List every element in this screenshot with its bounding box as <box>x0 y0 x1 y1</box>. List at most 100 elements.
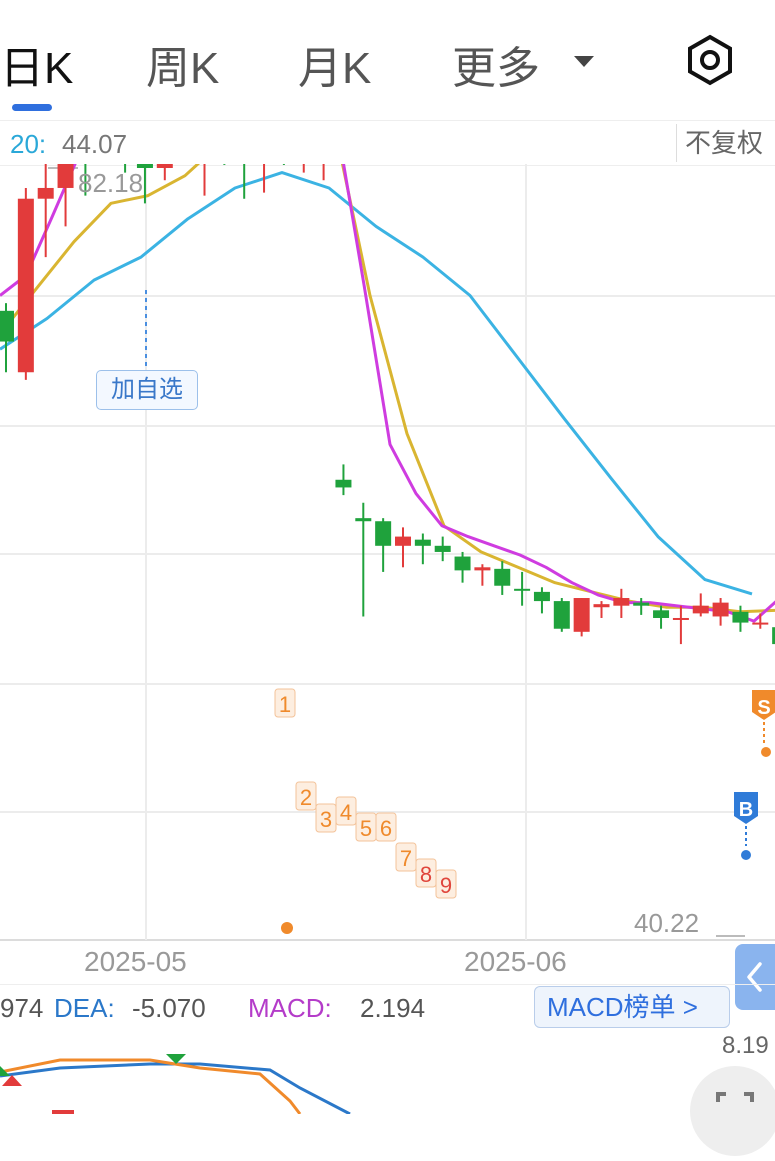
candle <box>282 164 285 165</box>
candle <box>263 164 266 193</box>
dea-value: -5.070 <box>132 993 206 1023</box>
kline-chart[interactable]: 1 23 45 678 9 S B <box>0 164 775 944</box>
macd-chart <box>0 1054 351 1114</box>
candle-body <box>414 539 431 546</box>
candle <box>732 605 749 632</box>
candle <box>514 571 531 606</box>
x-tick-label: 2025-06 <box>464 946 567 977</box>
svg-text:B: B <box>739 799 753 821</box>
candle <box>136 164 153 204</box>
candle-body <box>633 602 650 606</box>
candle-body <box>653 610 670 618</box>
tab-daily-k[interactable]: 日K <box>0 44 74 93</box>
signal-markers: 1 23 45 678 9 S B <box>274 688 775 934</box>
low-price-label: 40.22 <box>634 908 700 938</box>
svg-text:3: 3 <box>320 807 332 832</box>
candle <box>414 533 431 565</box>
candle-body <box>434 545 451 552</box>
candle <box>752 613 769 629</box>
td-count-label: 8 <box>415 858 437 888</box>
macd-cross-marker-down <box>166 1054 186 1064</box>
td-count-label: 6 <box>375 812 397 842</box>
expand-icon <box>716 1092 754 1102</box>
candle <box>593 601 610 618</box>
dea-label: DEA: <box>54 993 115 1023</box>
fullscreen-button[interactable] <box>690 1066 775 1156</box>
candle-body <box>395 536 411 546</box>
collapse-panel-button[interactable] <box>735 944 775 1010</box>
candle <box>633 598 650 615</box>
candle <box>203 164 206 196</box>
candle-body <box>672 617 689 620</box>
chevron-left-icon <box>747 962 762 992</box>
td-count-label: 9 <box>435 869 457 899</box>
candle <box>395 527 411 568</box>
settings-icon[interactable] <box>684 34 736 86</box>
candle <box>653 605 670 629</box>
td-count-label: 2 <box>295 781 317 811</box>
td-count-label: 1 <box>274 688 296 718</box>
candle <box>0 303 14 373</box>
tab-weekly-k[interactable]: 周K <box>146 44 220 93</box>
macd-axis-top-value: 8.19 <box>722 1032 769 1059</box>
chevron-down-icon[interactable] <box>574 56 594 67</box>
candle-body <box>136 164 153 168</box>
candle-body <box>752 622 769 625</box>
macd-cross-marker-down <box>0 1066 10 1076</box>
macd-info-row: 974 DEA: -5.070 MACD: 2.194 <box>0 984 775 1031</box>
candle <box>243 164 246 199</box>
macd-value: 2.194 <box>360 993 426 1023</box>
sell-signal-marker: S <box>752 690 775 757</box>
candle <box>322 164 325 181</box>
candle-body <box>355 518 372 522</box>
svg-text:4: 4 <box>340 800 352 825</box>
macd-label: MACD: <box>248 993 332 1023</box>
macd-ranking-button[interactable]: MACD榜单 > <box>534 986 730 1028</box>
td-count-label: 5 <box>355 812 377 842</box>
candle <box>613 588 630 618</box>
candle <box>37 164 54 258</box>
buy-signal-marker: B <box>734 792 758 860</box>
ma-info-row: 20: 44.07 <box>0 120 775 166</box>
candle <box>573 598 590 637</box>
svg-text:7: 7 <box>400 846 412 871</box>
candle-body <box>37 187 54 199</box>
candle-body <box>692 605 709 614</box>
dif-value: 974 <box>0 993 44 1023</box>
candle <box>84 164 87 196</box>
candle-body <box>375 521 392 546</box>
candle <box>355 502 372 617</box>
candle <box>57 164 74 227</box>
td-count-label: 4 <box>335 796 357 826</box>
svg-text:1: 1 <box>279 692 291 717</box>
tab-more[interactable]: 更多 <box>452 44 540 93</box>
svg-text:9: 9 <box>440 873 452 898</box>
candle <box>474 564 491 586</box>
td-count-label: 3 <box>315 803 337 833</box>
candle <box>335 464 352 496</box>
macd-cross-marker-up <box>2 1075 22 1086</box>
candle-body <box>553 601 570 629</box>
candle-body <box>57 164 74 188</box>
tab-monthly-k[interactable]: 月K <box>298 44 372 93</box>
candle <box>375 518 392 572</box>
candle <box>454 551 471 583</box>
candle <box>494 561 511 595</box>
candle <box>772 627 775 645</box>
candle-body <box>514 588 531 591</box>
candle-body <box>613 598 630 606</box>
candle <box>553 598 570 632</box>
candle-body <box>0 310 14 342</box>
svg-text:6: 6 <box>380 816 392 841</box>
price-adjust-button[interactable]: 不复权 <box>676 124 775 162</box>
candle <box>302 164 305 173</box>
svg-text:5: 5 <box>360 816 372 841</box>
candle <box>533 587 550 614</box>
add-to-watchlist-button[interactable]: 加自选 <box>96 370 198 410</box>
ma20-value: 44.07 <box>62 129 128 159</box>
candle <box>692 593 709 617</box>
candle <box>17 187 34 380</box>
candle-body <box>732 611 749 623</box>
svg-text:2: 2 <box>300 785 312 810</box>
ma20-label: 20: <box>10 129 47 159</box>
